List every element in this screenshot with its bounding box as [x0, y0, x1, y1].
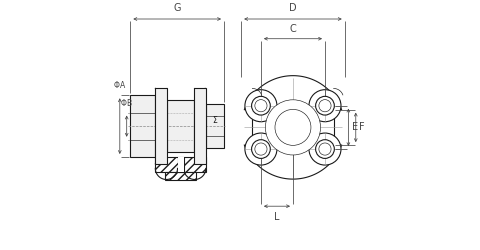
Circle shape	[252, 96, 270, 115]
Text: G: G	[173, 3, 181, 13]
Text: D: D	[289, 3, 297, 13]
Bar	[194, 88, 205, 164]
Circle shape	[245, 133, 277, 165]
Circle shape	[309, 133, 341, 165]
Circle shape	[252, 140, 270, 158]
Circle shape	[319, 143, 331, 155]
Bar	[131, 95, 155, 157]
Bar	[165, 172, 196, 180]
Circle shape	[316, 140, 335, 158]
Circle shape	[270, 104, 316, 151]
Circle shape	[275, 110, 311, 145]
Bar	[178, 157, 184, 172]
Bar	[168, 100, 194, 152]
Text: L: L	[274, 212, 280, 222]
Bar	[205, 104, 224, 148]
Circle shape	[265, 100, 321, 155]
Text: E: E	[352, 122, 358, 132]
Circle shape	[316, 96, 335, 115]
Bar	[155, 88, 168, 164]
Circle shape	[255, 100, 267, 112]
Circle shape	[245, 90, 277, 122]
Circle shape	[319, 100, 331, 112]
Text: C: C	[289, 24, 296, 34]
Circle shape	[309, 90, 341, 122]
Bar	[155, 157, 205, 172]
Text: $\Sigma$: $\Sigma$	[212, 114, 218, 126]
Text: F: F	[360, 122, 365, 132]
Circle shape	[255, 143, 267, 155]
Text: $\Phi$B: $\Phi$B	[120, 97, 133, 108]
Text: $\Phi$A: $\Phi$A	[113, 79, 126, 90]
